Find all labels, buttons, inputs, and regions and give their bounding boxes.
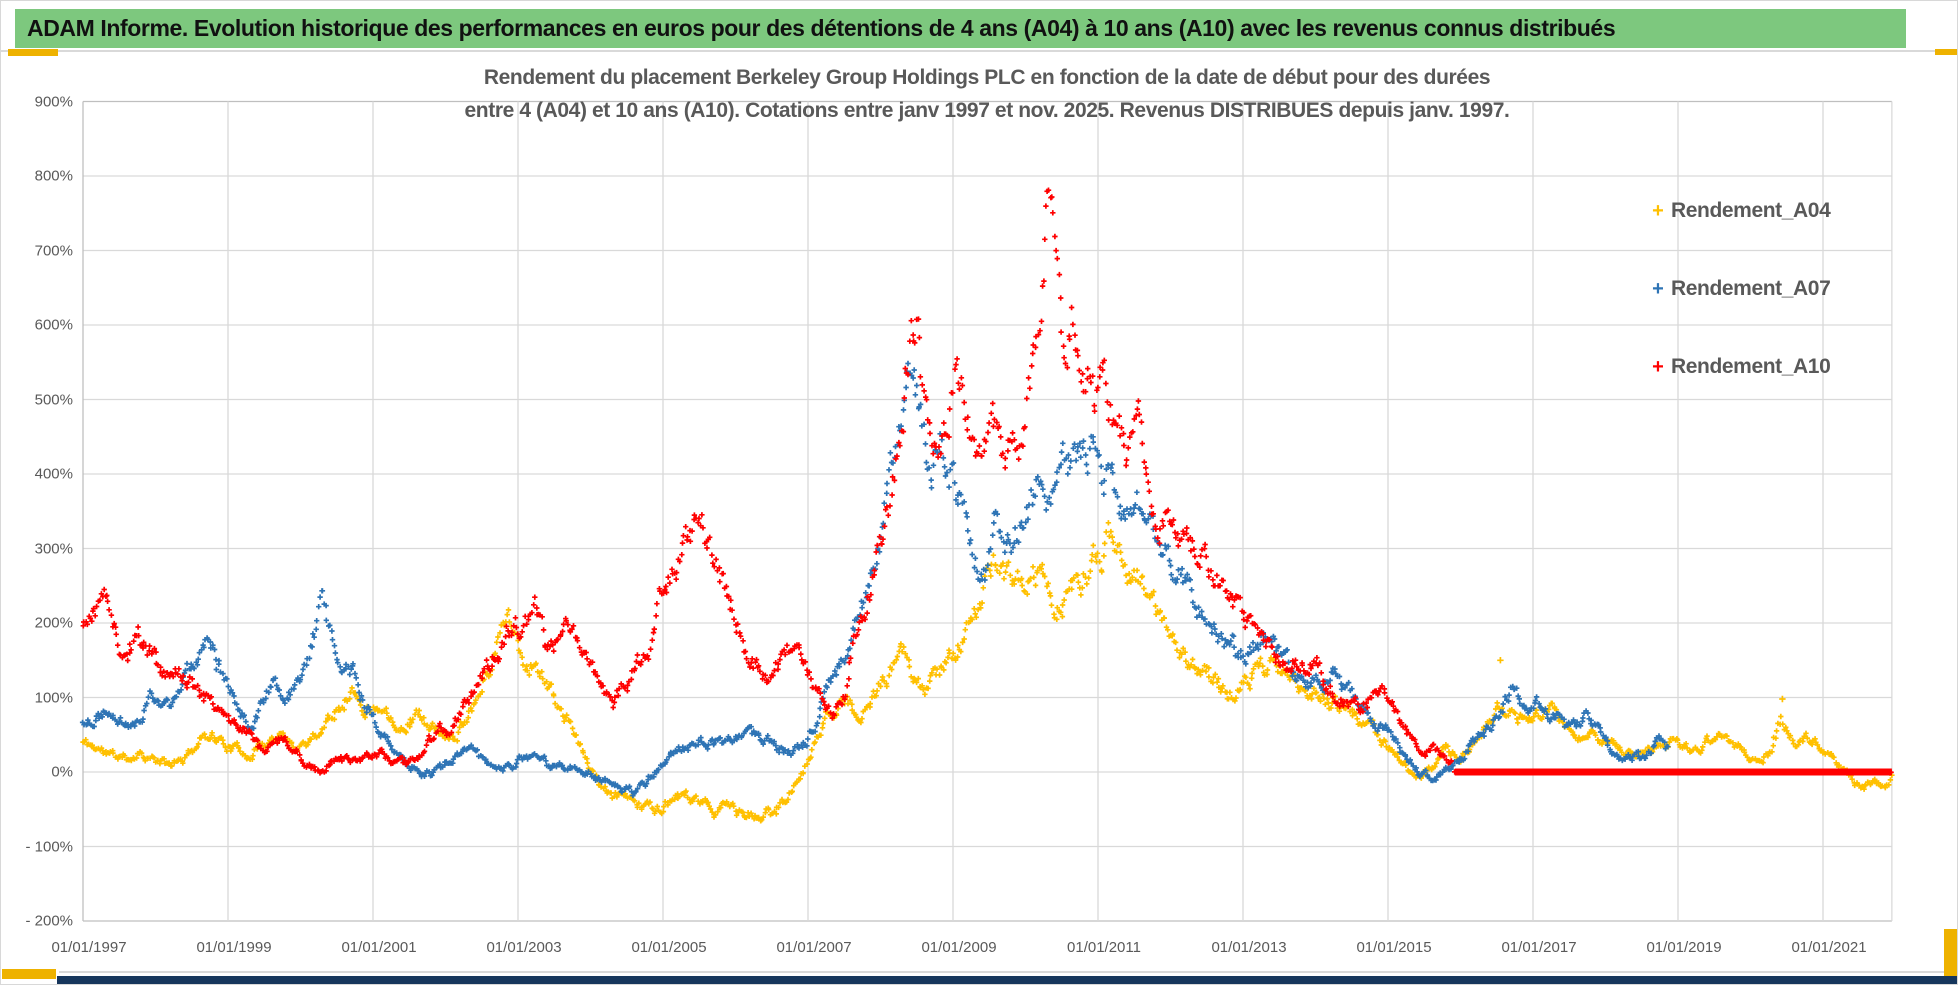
legend-label: Rendement_A04 [1671,199,1831,222]
x-tick-label: 01/01/2007 [776,939,852,956]
legend-item-rendement_a10: + Rendement_A10 [1649,349,1831,385]
x-tick-label: 01/01/1997 [51,939,127,956]
legend-item-rendement_a07: + Rendement_A07 [1649,271,1831,307]
x-tick-label: 01/01/2021 [1791,939,1867,956]
y-tick-label: 400% [34,465,73,483]
legend-label: Rendement_A10 [1671,355,1831,378]
x-tick-label: 01/01/1999 [196,939,272,956]
header-title: ADAM Informe. Evolution historique des p… [27,15,1616,41]
legend-item-rendement_a04: + Rendement_A04 [1649,193,1831,229]
x-tick-label: 01/01/2017 [1501,939,1577,956]
gold-accent-top-right [1935,49,1957,55]
x-tick-label: 01/01/2001 [341,939,417,956]
y-tick-label: 900% [34,93,73,110]
header-bar: ADAM Informe. Evolution historique des p… [15,9,1906,48]
series-rendement_a10 [80,187,1454,776]
x-tick-label: 01/01/2009 [921,939,997,956]
y-tick-label: - 200% [25,912,73,930]
y-tick-label: 600% [34,316,73,334]
legend-plus-marker-icon: + [1652,199,1664,222]
gold-accent-top-left [8,49,58,56]
y-tick-label: 100% [34,689,73,706]
chart-legend: + Rendement_A04 + Rendement_A07 + Rendement_A… [1649,193,1831,427]
chart-title: Rendement du placement Berkeley Group Ho… [83,61,1891,127]
x-tick-label: 01/01/2013 [1211,939,1287,956]
x-tick-label: 01/01/2015 [1356,939,1432,956]
x-tick-label: 01/01/2019 [1646,939,1722,956]
header-divider [1,50,1957,52]
gold-accent-bottom-left [2,969,56,979]
chart-title-line2: entre 4 (A04) et 10 ans (A10). Cotations… [464,99,1510,122]
chart-title-line1: Rendement du placement Berkeley Group Ho… [483,66,1491,89]
y-tick-label: 0% [51,763,73,781]
legend-plus-marker-icon: + [1652,277,1664,300]
y-tick-label: - 100% [25,838,73,855]
y-tick-label: 800% [34,167,73,185]
navy-bottom-bar [57,976,1957,984]
x-tick-label: 01/01/2005 [631,939,707,956]
y-tick-label: 500% [34,391,73,408]
gridlines [82,100,1893,922]
y-tick-label: 700% [34,242,73,259]
bottom-divider [59,971,1957,973]
gold-accent-bottom-right [1944,929,1957,976]
y-tick-label: 300% [34,540,73,557]
legend-plus-marker-icon: + [1652,355,1664,378]
series-rendement_a07 [79,360,1671,799]
y-tick-label: 200% [34,614,73,632]
legend-label: Rendement_A07 [1671,277,1831,300]
x-tick-label: 01/01/2011 [1067,939,1141,956]
x-tick-label: 01/01/2003 [486,939,562,956]
zero-flat-line-markers [1452,768,1894,776]
